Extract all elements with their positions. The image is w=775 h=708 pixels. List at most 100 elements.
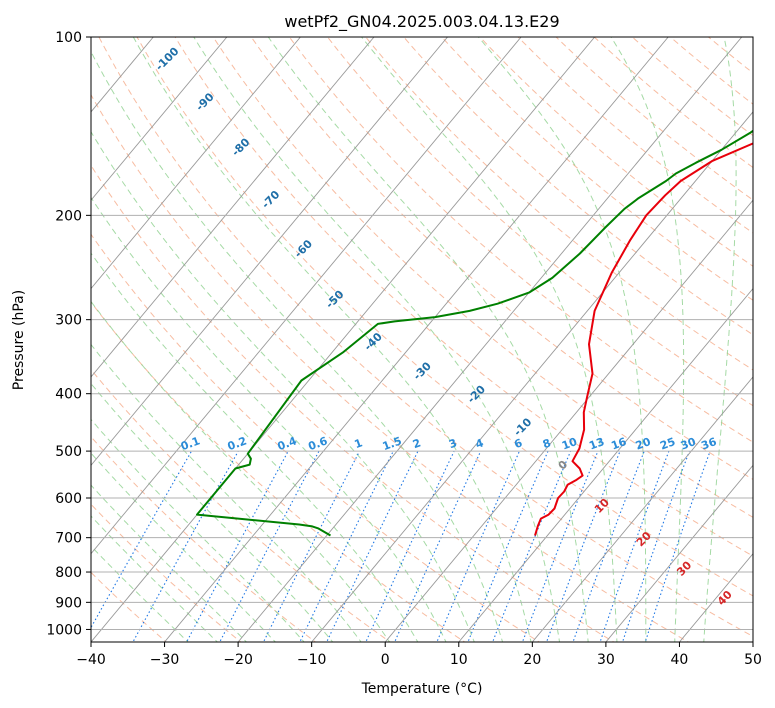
dry-adiabat-label: -70 xyxy=(259,188,282,211)
dewpoint-line xyxy=(196,129,753,537)
mixing-ratio-label: 0.6 xyxy=(306,434,329,453)
dry-adiabat xyxy=(669,37,753,105)
dry-adiabat xyxy=(212,37,753,518)
isotherm xyxy=(0,37,6,642)
dry-adiabat xyxy=(136,37,753,597)
moist-adiabat xyxy=(91,130,475,642)
moist-adiabat-label: 40 xyxy=(715,588,735,608)
mixing-ratio-line xyxy=(644,451,711,642)
isotherm xyxy=(311,111,753,642)
dry-adiabat-label: -100 xyxy=(153,44,182,73)
dewpoint-series xyxy=(196,129,753,537)
mixing-ratio-line xyxy=(599,451,670,642)
isotherm xyxy=(531,376,753,642)
mixing-ratio-label: 6 xyxy=(512,436,524,451)
mixing-ratio-line xyxy=(91,451,192,629)
x-tick-label: −40 xyxy=(76,652,106,668)
moist-adiabat xyxy=(610,37,685,642)
mixing-ratio-line xyxy=(365,451,455,642)
y-tick-label: 500 xyxy=(55,444,82,460)
dry-adiabat xyxy=(288,37,753,443)
dry-adiabat xyxy=(91,503,242,642)
mixing-ratio-line xyxy=(572,451,645,642)
dry-adiabat xyxy=(174,37,753,557)
mixing-ratio-line xyxy=(436,451,520,642)
x-tick-label: 40 xyxy=(671,652,689,668)
dry-adiabat-label: -60 xyxy=(292,237,315,260)
dry-adiabat-label: -90 xyxy=(193,90,216,113)
mixing-ratio-label: 10 xyxy=(560,435,579,453)
dry-adiabat xyxy=(98,37,753,638)
mixing-ratio-label: 16 xyxy=(609,435,628,453)
profiles xyxy=(196,129,753,537)
isotherm xyxy=(91,37,596,642)
mixing-ratio-label: 0.1 xyxy=(179,434,202,453)
x-tick-label: 20 xyxy=(523,652,541,668)
isotherm xyxy=(91,37,522,555)
isotherm xyxy=(91,37,448,466)
mixing-ratio-line xyxy=(186,451,289,642)
moist-adiabat-label: 20 xyxy=(634,529,654,549)
isotherm xyxy=(237,37,743,642)
x-axis-label: Temperature (°C) xyxy=(361,681,483,697)
dry-adiabat xyxy=(91,301,466,642)
x-tick-label: 0 xyxy=(381,652,390,668)
isopleth-labels: -100-90-80-70-60-50-40-30-20-10010203040… xyxy=(153,44,735,608)
mixing-ratio-line xyxy=(622,451,690,642)
mixing-ratio-label: 0.2 xyxy=(226,434,249,453)
y-tick-label: 200 xyxy=(55,208,82,224)
pressure-grid xyxy=(91,37,753,630)
x-tick-label: 30 xyxy=(597,652,615,668)
moist-adiabat-label: 30 xyxy=(674,558,694,578)
moist-adiabat xyxy=(703,37,737,642)
mixing-ratio-label: 25 xyxy=(658,435,677,452)
isotherm xyxy=(679,552,753,642)
y-tick-label: 1000 xyxy=(46,622,82,638)
mixing-ratio-label: 8 xyxy=(541,436,553,451)
x-tick-label: 10 xyxy=(450,652,468,668)
mixing-ratio-label: 0.4 xyxy=(276,434,299,453)
x-axis: −40 −30 −20 −10 0 10 20 30 40 50 xyxy=(76,642,762,668)
isotherm xyxy=(164,37,669,642)
y-tick-label: 800 xyxy=(55,565,82,581)
mixing-ratio-label: 3 xyxy=(447,436,459,451)
x-tick-label: 50 xyxy=(744,652,762,668)
dry-adiabat-label: -10 xyxy=(511,415,534,438)
moist-adiabat xyxy=(91,452,277,642)
mixing-ratio-label: 13 xyxy=(587,435,606,452)
mixing-ratio-line xyxy=(545,451,621,642)
dry-adiabat xyxy=(441,37,753,301)
y-tick-label: 900 xyxy=(55,595,82,611)
dry-adiabat xyxy=(555,37,753,201)
isotherm xyxy=(384,199,753,642)
y-tick-label: 100 xyxy=(55,30,82,46)
mixing-ratio-line xyxy=(262,451,360,642)
moist-adiabat xyxy=(477,37,647,642)
dry-adiabat xyxy=(91,93,690,642)
dry-adiabat xyxy=(250,37,753,481)
dry-adiabat xyxy=(517,37,753,234)
mixing-ratio-line xyxy=(132,451,239,642)
mixing-ratio-label: 1 xyxy=(353,436,365,451)
isotherm xyxy=(605,464,753,642)
dry-adiabat xyxy=(364,37,753,371)
dry-adiabat-label: -20 xyxy=(465,383,488,406)
isotherm xyxy=(91,37,301,290)
y-axis-label: Pressure (hPa) xyxy=(11,290,27,390)
dry-adiabat-label: -80 xyxy=(229,135,252,158)
background-lines xyxy=(0,37,753,642)
moist-adiabat xyxy=(91,50,504,642)
x-tick-label: −20 xyxy=(223,652,253,668)
moist-adiabat xyxy=(91,196,447,642)
y-tick-label: 400 xyxy=(55,387,82,403)
dry-adiabat xyxy=(631,37,753,137)
mixing-ratio-label: 4 xyxy=(474,436,486,451)
dry-adiabat xyxy=(326,37,753,407)
dry-adiabat xyxy=(479,37,753,267)
x-tick-label: −10 xyxy=(297,652,327,668)
isotherm xyxy=(91,37,228,201)
y-tick-label: 300 xyxy=(55,313,82,329)
isotherm xyxy=(458,287,753,642)
mixing-ratio-label: 2 xyxy=(411,436,423,451)
y-axis: 100 200 300 400 500 600 700 800 900 1000 xyxy=(46,30,91,638)
